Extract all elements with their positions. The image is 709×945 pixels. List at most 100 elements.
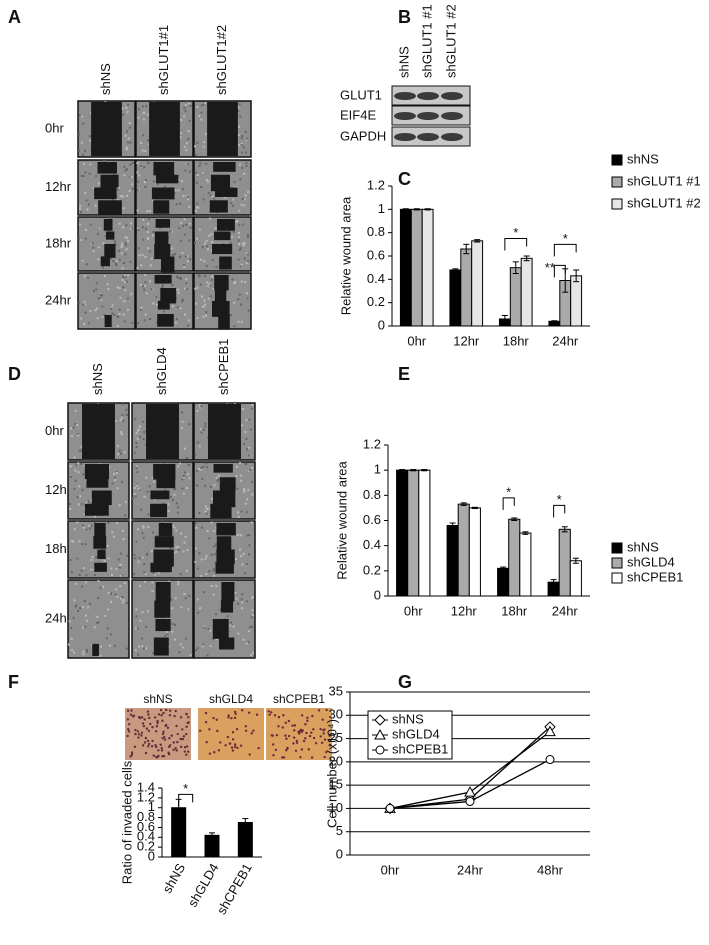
texture xyxy=(171,499,174,502)
texture xyxy=(85,574,88,577)
texture xyxy=(203,260,206,263)
cell xyxy=(323,755,326,759)
cell xyxy=(227,714,230,717)
texture xyxy=(97,548,100,551)
texture xyxy=(138,488,141,491)
texture xyxy=(208,282,211,285)
texture xyxy=(115,568,118,571)
wound xyxy=(150,503,168,518)
texture xyxy=(206,654,209,657)
texture xyxy=(174,597,177,600)
cell xyxy=(181,728,184,731)
cell xyxy=(170,734,174,737)
texture xyxy=(80,174,83,177)
cell xyxy=(300,748,304,751)
texture xyxy=(136,429,139,432)
cell xyxy=(311,714,314,718)
texture xyxy=(203,275,206,278)
wound xyxy=(91,490,112,506)
texture xyxy=(125,554,128,557)
texture xyxy=(147,513,150,516)
texture xyxy=(184,169,187,172)
cell xyxy=(175,749,178,752)
texture xyxy=(83,322,86,325)
texture xyxy=(79,204,82,207)
cell xyxy=(167,751,170,754)
texture xyxy=(195,181,198,184)
column-label: shNS xyxy=(143,692,172,706)
cell xyxy=(179,745,183,749)
texture xyxy=(175,546,178,549)
texture xyxy=(90,568,93,571)
texture xyxy=(173,493,176,496)
texture xyxy=(114,593,117,596)
cell xyxy=(161,732,165,736)
texture xyxy=(70,626,73,629)
cell xyxy=(305,731,308,735)
wound xyxy=(219,637,235,650)
texture xyxy=(207,191,210,194)
texture xyxy=(177,288,180,291)
x-tick-label: 0hr xyxy=(407,333,426,348)
cell xyxy=(157,749,160,752)
texture xyxy=(115,471,118,474)
texture xyxy=(84,311,87,314)
texture xyxy=(70,427,73,430)
texture xyxy=(245,162,248,165)
texture xyxy=(186,549,189,552)
texture xyxy=(86,619,89,622)
texture xyxy=(197,611,200,614)
texture xyxy=(126,309,129,312)
wound xyxy=(210,503,232,519)
texture xyxy=(126,194,129,197)
texture xyxy=(185,569,188,572)
texture xyxy=(121,279,124,282)
texture xyxy=(216,479,219,482)
y-tick-label: 0.2 xyxy=(137,839,155,854)
texture xyxy=(99,297,102,300)
texture xyxy=(235,597,238,600)
texture xyxy=(205,573,208,576)
texture xyxy=(197,274,200,277)
wound xyxy=(97,162,117,174)
significance-bracket xyxy=(502,497,515,510)
legend-label: shNS xyxy=(627,539,659,554)
texture xyxy=(250,616,253,619)
texture xyxy=(124,244,127,247)
texture xyxy=(138,254,141,257)
cell xyxy=(154,744,157,747)
texture xyxy=(140,165,143,168)
texture xyxy=(129,175,132,178)
texture xyxy=(239,247,242,250)
texture xyxy=(119,195,122,198)
wound xyxy=(212,619,229,639)
texture xyxy=(241,601,244,604)
wound xyxy=(216,219,235,231)
bar xyxy=(237,822,253,858)
texture xyxy=(127,137,130,140)
cell xyxy=(186,721,189,725)
micrograph xyxy=(198,708,264,760)
texture xyxy=(179,132,182,135)
wound xyxy=(82,404,115,459)
texture xyxy=(114,419,117,422)
texture xyxy=(139,619,142,622)
texture xyxy=(135,608,138,611)
panel-label: G xyxy=(398,672,412,692)
texture xyxy=(185,282,188,285)
texture xyxy=(212,569,215,572)
significance-label: * xyxy=(506,484,511,499)
texture xyxy=(246,448,249,451)
texture xyxy=(95,175,98,178)
texture xyxy=(121,275,124,278)
cell xyxy=(306,716,309,719)
texture xyxy=(176,506,179,509)
cell xyxy=(141,744,145,747)
texture xyxy=(116,595,119,598)
texture xyxy=(187,198,190,201)
cell xyxy=(129,713,133,716)
texture xyxy=(184,110,187,113)
texture xyxy=(187,608,190,611)
texture xyxy=(207,180,210,183)
cell xyxy=(227,716,230,719)
